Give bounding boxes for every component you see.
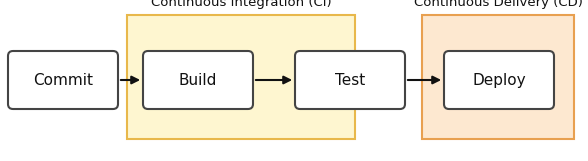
Text: Test: Test — [335, 72, 365, 87]
FancyBboxPatch shape — [422, 15, 574, 139]
Text: Deploy: Deploy — [472, 72, 526, 87]
Text: Commit: Commit — [33, 72, 93, 87]
Text: Continuous Delivery (CD): Continuous Delivery (CD) — [413, 0, 583, 9]
FancyBboxPatch shape — [143, 51, 253, 109]
Text: Build: Build — [179, 72, 217, 87]
FancyBboxPatch shape — [8, 51, 118, 109]
FancyBboxPatch shape — [444, 51, 554, 109]
FancyBboxPatch shape — [295, 51, 405, 109]
Text: Continuous Integration (CI): Continuous Integration (CI) — [151, 0, 331, 9]
FancyBboxPatch shape — [127, 15, 355, 139]
